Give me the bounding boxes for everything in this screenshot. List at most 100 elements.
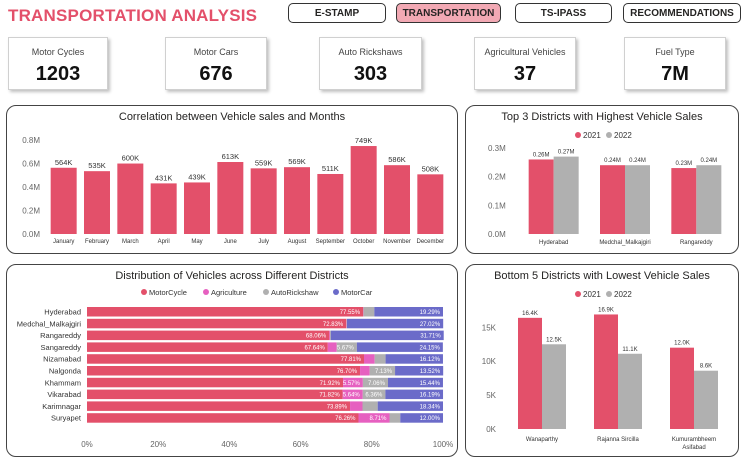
bar-segment xyxy=(363,307,375,317)
data-label: 16.9K xyxy=(598,307,614,313)
bar xyxy=(384,165,410,234)
kpi-label: Motor Cars xyxy=(193,47,239,57)
nav-tsipass-button[interactable]: TS-IPASS xyxy=(515,3,612,23)
legend-marker xyxy=(606,291,612,297)
bar-segment xyxy=(395,366,444,376)
data-label: 0.24M xyxy=(629,158,646,164)
bar-segment xyxy=(336,342,357,352)
data-label: 600K xyxy=(122,154,140,163)
data-label: 12.0K xyxy=(674,341,690,347)
bar xyxy=(694,370,718,429)
y-tick-label: 0K xyxy=(486,425,496,434)
y-tick-label: 0.8M xyxy=(22,136,40,145)
nav-estamp-button[interactable]: E-STAMP xyxy=(288,3,386,23)
bar xyxy=(625,165,650,234)
bar xyxy=(84,171,110,234)
kpi-card-fuel-type: Fuel Type 7M xyxy=(624,37,726,90)
nav-transportation-button[interactable]: TRANSPORTATION xyxy=(396,3,501,23)
data-label: 508K xyxy=(422,164,440,173)
x-tick-label: Kumurambheem xyxy=(672,437,716,443)
legend-label: 2021 xyxy=(583,131,601,140)
bar xyxy=(542,344,566,429)
x-tick-label: March xyxy=(122,239,139,245)
x-tick-label: Wanaparthy xyxy=(526,437,558,443)
kpi-card-auto-rickshaws: Auto Rickshaws 303 xyxy=(319,37,422,90)
bar-segment xyxy=(389,413,401,423)
data-label: 31.71% xyxy=(420,334,441,340)
data-label: 0.23M xyxy=(675,161,692,167)
y-tick-label: Nalgonda xyxy=(49,367,82,376)
data-label: 77.55% xyxy=(340,310,361,316)
bar-segment xyxy=(356,342,443,352)
y-tick-label: 0.3M xyxy=(488,144,506,153)
x-tick-label: August xyxy=(288,239,307,245)
y-tick-label: Nizamabad xyxy=(43,355,81,364)
kpi-label: Auto Rickshaws xyxy=(338,47,403,57)
data-label: 8.6K xyxy=(700,364,712,370)
y-tick-label: Hyderabad xyxy=(44,308,81,317)
legend-marker xyxy=(606,132,612,138)
legend-label: 2022 xyxy=(614,131,632,140)
data-label: 586K xyxy=(388,155,406,164)
x-tick-label: December xyxy=(416,239,444,245)
legend-marker xyxy=(333,289,339,295)
y-tick-label: Karimnagar xyxy=(42,402,81,411)
data-label: 19.29% xyxy=(420,310,441,316)
y-tick-label: 0.4M xyxy=(22,183,40,192)
bar-segment xyxy=(87,389,343,400)
kpi-value: 7M xyxy=(661,63,689,85)
data-label: 16.12% xyxy=(420,357,441,363)
y-tick-label: Khammam xyxy=(45,378,81,387)
bottom-districts-panel: Bottom 5 Districts with Lowest Vehicle S… xyxy=(465,264,739,457)
data-label: 68.06% xyxy=(306,334,327,340)
x-tick-label: 40% xyxy=(221,440,237,449)
data-label: 5.67% xyxy=(337,345,355,351)
y-tick-label: Sangareddy xyxy=(41,343,82,352)
bar-segment xyxy=(87,330,330,341)
x-tick-label: October xyxy=(353,239,374,245)
x-tick-label: April xyxy=(158,239,170,245)
data-label: 18.34% xyxy=(420,404,441,410)
kpi-value: 676 xyxy=(199,63,233,85)
x-tick-label: Medchal_Malkajgiri xyxy=(599,240,650,246)
bar xyxy=(250,168,277,234)
data-label: 13.52% xyxy=(420,369,441,375)
x-tick-label: Hyderabad xyxy=(539,240,568,246)
bar-segment xyxy=(369,366,396,376)
district-distribution-panel: Distribution of Vehicles across Differen… xyxy=(6,264,458,457)
bar-segment xyxy=(362,401,378,411)
bar-segment xyxy=(387,377,443,388)
bar-segment xyxy=(350,401,363,411)
data-label: 6.36% xyxy=(365,393,383,399)
data-label: 0.27M xyxy=(558,150,575,156)
data-label: 12.00% xyxy=(420,416,441,422)
legend-marker xyxy=(575,291,581,297)
data-label: 15.44% xyxy=(420,381,441,387)
bar xyxy=(284,167,310,234)
bar-segment xyxy=(343,377,363,388)
y-tick-label: Medchal_Malkajgiri xyxy=(17,319,82,328)
y-tick-label: Rangareddy xyxy=(40,331,81,340)
y-tick-label: 5K xyxy=(486,391,496,400)
kpi-label: Motor Cycles xyxy=(31,47,85,57)
district-distribution-chart: MotorCycle Agriculture AutoRickshaw MotorCa… xyxy=(17,288,453,449)
x-tick-label: May xyxy=(191,239,202,245)
legend-label: AutoRickshaw xyxy=(271,288,319,297)
bar-segment xyxy=(374,307,443,317)
bar-segment xyxy=(87,366,361,376)
bar xyxy=(528,159,554,234)
chart-title: Bottom 5 Districts with Lowest Vehicle S… xyxy=(494,270,710,282)
data-label: 7.13% xyxy=(375,369,393,375)
x-tick-label: November xyxy=(383,239,411,245)
data-label: 5.57% xyxy=(343,381,361,387)
legend-label: 2021 xyxy=(583,290,601,299)
top-districts-chart: 2021 2022 0.0M 0.1M 0.2M 0.3M 0.26M 0.27M Hydera… xyxy=(488,131,722,246)
bar-segment xyxy=(87,342,328,352)
chart-title: Top 3 Districts with Highest Vehicle Sal… xyxy=(501,111,703,123)
legend-label: MotorCycle xyxy=(149,288,187,297)
x-tick-label: 100% xyxy=(433,440,453,449)
bar-segment xyxy=(327,342,337,352)
legend-marker xyxy=(203,289,209,295)
x-tick-label: 80% xyxy=(364,440,380,449)
nav-recommendations-button[interactable]: RECOMMENDATIONS xyxy=(623,3,741,23)
